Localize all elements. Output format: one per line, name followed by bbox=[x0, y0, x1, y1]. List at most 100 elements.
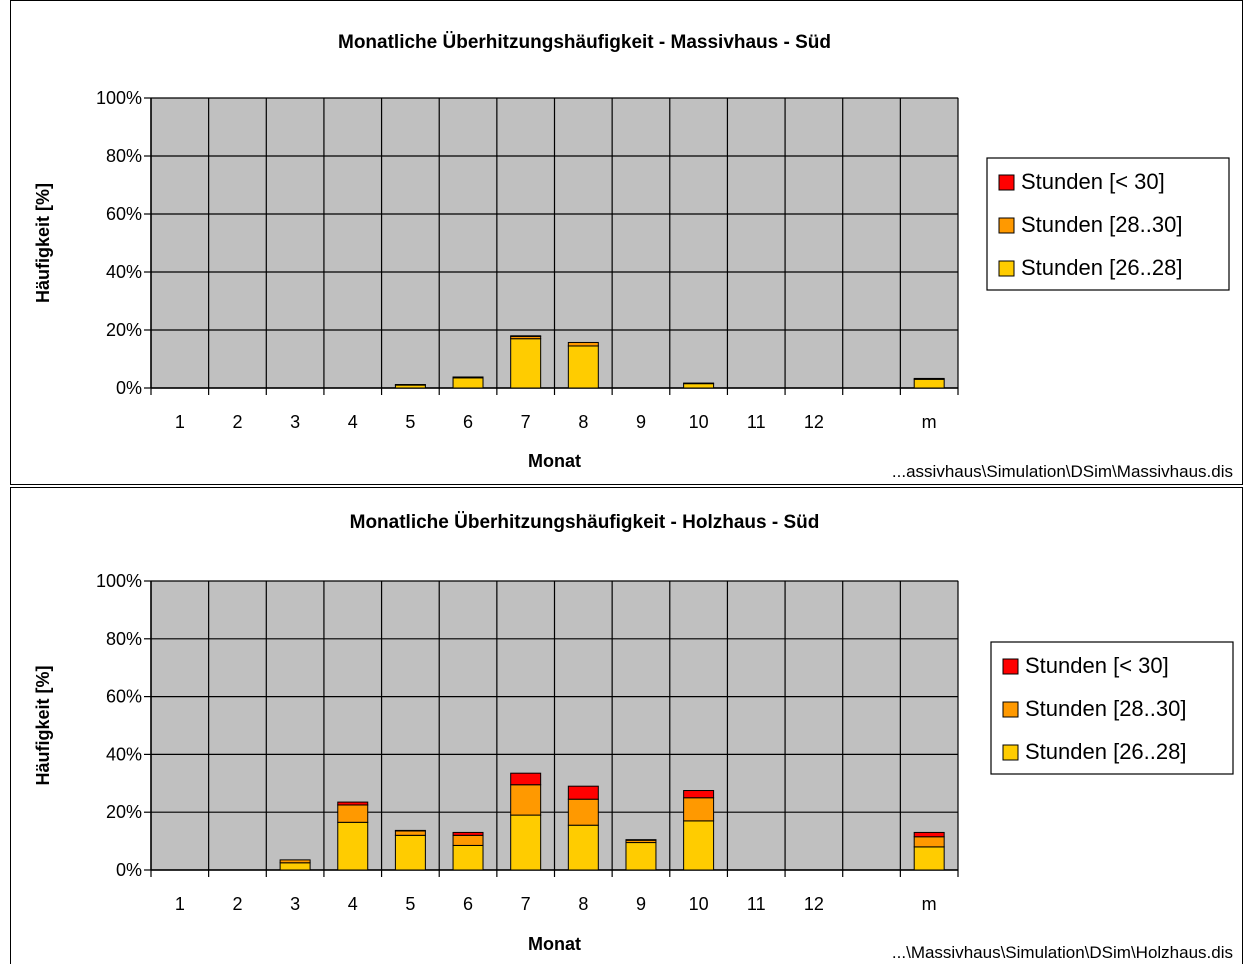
legend-swatch bbox=[1002, 658, 1019, 675]
x-tick-label: 7 bbox=[521, 894, 531, 914]
y-tick-label: 20% bbox=[106, 802, 142, 822]
y-tick-label: 80% bbox=[106, 146, 142, 166]
legend-swatch bbox=[1002, 701, 1019, 718]
bar-segment bbox=[452, 376, 484, 379]
bar-segment bbox=[683, 790, 715, 799]
bar-segment bbox=[625, 839, 657, 841]
bar-segment bbox=[913, 836, 945, 848]
legend bbox=[986, 157, 1230, 291]
bar-segment bbox=[510, 338, 542, 389]
bar-segment bbox=[567, 798, 599, 826]
bar-segment bbox=[913, 846, 945, 871]
x-tick-label: 1 bbox=[175, 412, 185, 432]
chart-panel-massivhaus: Monatliche Überhitzungshäufigkeit - Mass… bbox=[10, 0, 1243, 485]
bar-segment bbox=[337, 804, 369, 823]
y-tick-label: 0% bbox=[116, 378, 142, 398]
bar-segment bbox=[452, 844, 484, 871]
x-tick-label: 11 bbox=[747, 412, 766, 432]
y-tick-label: 60% bbox=[106, 687, 142, 707]
bar-segment bbox=[452, 831, 484, 836]
x-tick-label: 10 bbox=[689, 894, 709, 914]
legend-entry: Stunden [28..30] bbox=[1025, 696, 1186, 721]
y-tick-label: 40% bbox=[106, 262, 142, 282]
bar-segment bbox=[567, 341, 599, 347]
bar-segment bbox=[913, 831, 945, 838]
bar-segment bbox=[510, 335, 542, 337]
x-tick-label: m bbox=[922, 412, 937, 432]
bar-segment bbox=[510, 814, 542, 871]
bar-segment bbox=[683, 383, 715, 389]
legend-entry: Stunden [< 30] bbox=[1021, 169, 1165, 194]
bar-segment bbox=[567, 345, 599, 389]
x-tick-label: 6 bbox=[463, 412, 473, 432]
bar-segment bbox=[394, 830, 426, 836]
y-tick-label: 100% bbox=[96, 571, 142, 591]
legend-entry: Stunden [26..28] bbox=[1021, 255, 1182, 280]
x-tick-label: 11 bbox=[747, 894, 766, 914]
bar-segment bbox=[913, 377, 945, 380]
source-note: ...\Massivhaus\Simulation\DSim\Holzhaus.… bbox=[892, 943, 1233, 962]
x-tick-label: m bbox=[922, 894, 937, 914]
chart-massivhaus: Monatliche Überhitzungshäufigkeit - Mass… bbox=[33, 32, 1233, 481]
y-tick-label: 100% bbox=[96, 88, 142, 108]
y-tick-label: 20% bbox=[106, 320, 142, 340]
legend-entry: Stunden [28..30] bbox=[1021, 212, 1182, 237]
x-tick-label: 1 bbox=[175, 894, 185, 914]
x-tick-label: 5 bbox=[405, 894, 415, 914]
source-note: ...assivhaus\Simulation\DSim\Massivhaus.… bbox=[892, 462, 1233, 481]
legend-entry: Stunden [< 30] bbox=[1025, 653, 1169, 678]
bar-segment bbox=[279, 859, 311, 864]
bar-segment bbox=[567, 785, 599, 800]
bar-segment bbox=[510, 772, 542, 786]
bar-segment bbox=[394, 834, 426, 871]
x-tick-label: 9 bbox=[636, 894, 646, 914]
x-tick-label: 8 bbox=[578, 412, 588, 432]
bar-segment bbox=[567, 824, 599, 871]
x-axis-title: Monat bbox=[528, 934, 581, 954]
x-tick-label: 9 bbox=[636, 412, 646, 432]
x-tick-label: 4 bbox=[348, 412, 358, 432]
bar-segment bbox=[683, 797, 715, 822]
bar-segment bbox=[625, 842, 657, 871]
x-tick-label: 2 bbox=[232, 412, 242, 432]
x-tick-label: 12 bbox=[804, 412, 824, 432]
chart-panel-holzhaus: Monatliche Überhitzungshäufigkeit - Holz… bbox=[10, 487, 1243, 964]
y-axis-title: Häufigkeit [%] bbox=[33, 665, 53, 785]
bar-segment bbox=[683, 382, 715, 385]
bar-segment bbox=[394, 829, 426, 832]
legend-swatch bbox=[998, 174, 1015, 191]
bar-segment bbox=[683, 820, 715, 871]
y-tick-label: 80% bbox=[106, 629, 142, 649]
x-tick-label: 6 bbox=[463, 894, 473, 914]
x-tick-label: 3 bbox=[290, 412, 300, 432]
y-axis-title: Häufigkeit [%] bbox=[33, 183, 53, 303]
x-tick-label: 10 bbox=[689, 412, 709, 432]
bar-segment bbox=[394, 384, 426, 386]
x-axis-title: Monat bbox=[528, 451, 581, 471]
legend-swatch bbox=[998, 217, 1015, 234]
chart-title: Monatliche Überhitzungshäufigkeit - Mass… bbox=[338, 32, 831, 53]
bar-segment bbox=[337, 821, 369, 871]
x-tick-label: 12 bbox=[804, 894, 824, 914]
y-tick-label: 60% bbox=[106, 204, 142, 224]
chart-title: Monatliche Überhitzungshäufigkeit - Holz… bbox=[350, 512, 820, 533]
x-tick-label: 7 bbox=[521, 412, 531, 432]
bar-segment bbox=[452, 377, 484, 389]
chart-holzhaus: Monatliche Überhitzungshäufigkeit - Holz… bbox=[33, 512, 1234, 962]
bar-segment bbox=[337, 801, 369, 806]
legend bbox=[990, 641, 1234, 775]
legend-swatch bbox=[998, 260, 1015, 277]
bar-segment bbox=[913, 378, 945, 389]
x-tick-label: 5 bbox=[405, 412, 415, 432]
bar-segment bbox=[510, 784, 542, 816]
x-tick-label: 8 bbox=[578, 894, 588, 914]
legend-swatch bbox=[1002, 744, 1019, 761]
x-tick-label: 4 bbox=[348, 894, 358, 914]
x-tick-label: 2 bbox=[232, 894, 242, 914]
y-tick-label: 0% bbox=[116, 860, 142, 880]
bar-segment bbox=[279, 862, 311, 871]
bar-segment bbox=[452, 834, 484, 846]
legend-entry: Stunden [26..28] bbox=[1025, 739, 1186, 764]
y-tick-label: 40% bbox=[106, 744, 142, 764]
x-tick-label: 3 bbox=[290, 894, 300, 914]
